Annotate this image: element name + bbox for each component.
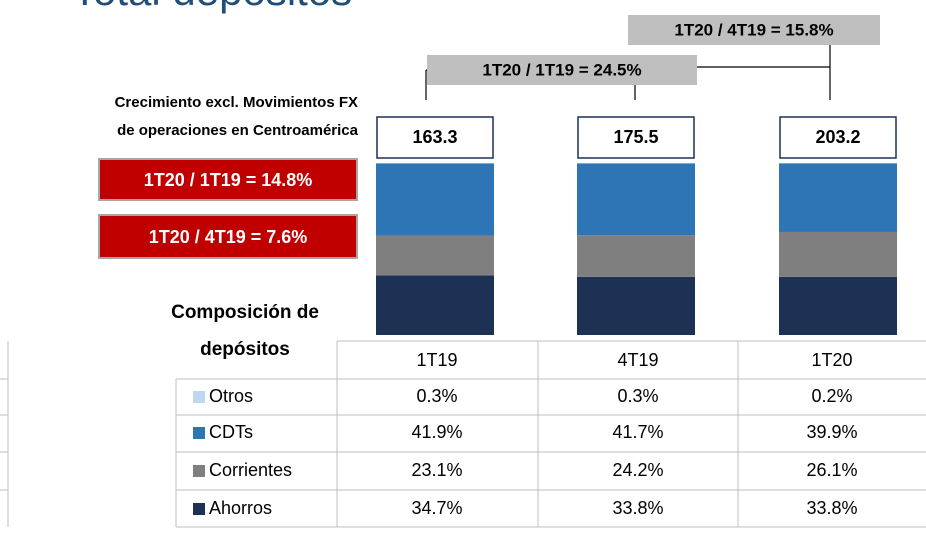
- category-label: 1T19: [416, 350, 457, 370]
- table-value: 0.3%: [617, 386, 658, 406]
- bar-segment: [577, 235, 695, 277]
- category-label: 4T19: [617, 350, 658, 370]
- bar-segment: [376, 235, 494, 276]
- table-value: 34.7%: [411, 498, 462, 518]
- table-value: 24.2%: [612, 460, 663, 480]
- growth-note: Crecimiento excl. Movimientos FX: [115, 94, 358, 111]
- category-label: 1T20: [811, 350, 852, 370]
- table-value: 26.1%: [806, 460, 857, 480]
- legend-swatch: [193, 465, 205, 477]
- bar-segment: [779, 276, 897, 335]
- bar-segment: [577, 163, 695, 164]
- bracket-label: 1T20 / 4T19 = 15.8%: [674, 20, 833, 39]
- legend-label: Ahorros: [209, 498, 272, 518]
- table-value: 0.2%: [811, 386, 852, 406]
- total-label: 175.5: [613, 127, 658, 147]
- growth-label: 1T20 / 4T19 = 7.6%: [149, 227, 308, 247]
- growth-label: 1T20 / 1T19 = 14.8%: [144, 170, 313, 190]
- bar-segment: [779, 231, 897, 277]
- table-value: 41.7%: [612, 422, 663, 442]
- table-title: Composición de: [171, 302, 319, 323]
- legend-swatch: [193, 503, 205, 515]
- table-value: 33.8%: [612, 498, 663, 518]
- page-title: Total depósitos: [72, 0, 352, 14]
- table-value: 39.9%: [806, 422, 857, 442]
- legend-swatch: [193, 391, 205, 403]
- legend-swatch: [193, 427, 205, 439]
- bracket-label: 1T20 / 1T19 = 24.5%: [482, 60, 641, 79]
- bar-segment: [577, 163, 695, 236]
- total-box: [577, 116, 695, 159]
- legend-label: Corrientes: [209, 460, 292, 480]
- bar-segment: [577, 276, 695, 335]
- bar-segment: [376, 163, 494, 164]
- total-box: [376, 116, 494, 159]
- legend-label: CDTs: [209, 422, 253, 442]
- bracket-box: [628, 15, 880, 45]
- table-title: depósitos: [200, 339, 290, 360]
- table-value: 33.8%: [806, 498, 857, 518]
- total-label: 163.3: [412, 127, 457, 147]
- table-value: 0.3%: [416, 386, 457, 406]
- growth-note: de operaciones en Centroamérica: [117, 122, 359, 139]
- growth-box: [98, 214, 358, 259]
- table-grid: [0, 340, 926, 528]
- bracket-box: [427, 55, 697, 85]
- growth-box: [98, 158, 358, 201]
- table-value: 41.9%: [411, 422, 462, 442]
- table-value: 23.1%: [411, 460, 462, 480]
- legend-label: Otros: [209, 386, 253, 406]
- total-label: 203.2: [815, 127, 860, 147]
- bar-segment: [376, 163, 494, 236]
- bar-segment: [376, 275, 494, 335]
- bar-segment: [779, 163, 897, 232]
- total-box: [779, 116, 897, 159]
